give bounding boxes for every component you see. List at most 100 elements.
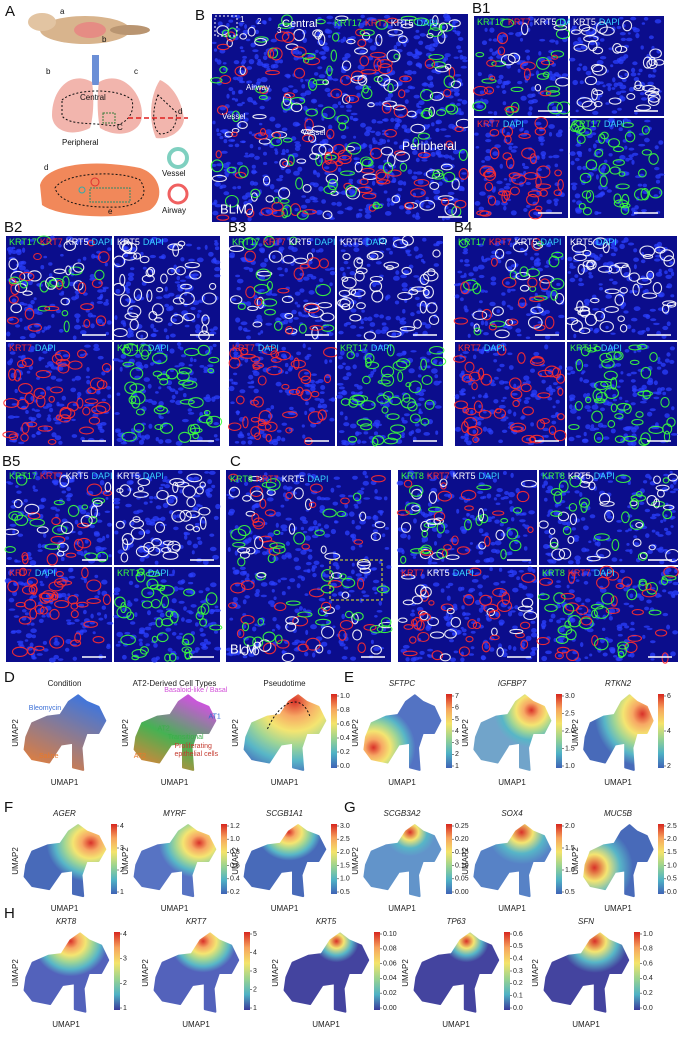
nucleus	[523, 399, 530, 404]
stained-cell	[646, 58, 658, 70]
box-c	[102, 112, 116, 124]
nucleus	[98, 617, 104, 621]
nucleus	[50, 375, 57, 380]
nucleus	[256, 314, 262, 320]
nucleus	[348, 494, 354, 498]
nucleus	[128, 360, 132, 366]
nucleus	[419, 33, 426, 37]
nucleus	[633, 248, 638, 253]
nucleus	[447, 209, 455, 214]
stained-cell	[458, 168, 469, 180]
nucleus	[461, 392, 466, 396]
airway-dot	[90, 177, 100, 187]
nucleus	[353, 247, 360, 253]
nucleus	[567, 256, 573, 262]
image-annotation: 1	[240, 15, 245, 24]
nucleus	[528, 510, 535, 515]
nucleus	[30, 628, 37, 633]
nucleus	[138, 439, 145, 445]
nucleus	[586, 409, 592, 412]
nucleus	[259, 248, 265, 254]
nucleus	[144, 434, 151, 440]
nucleus	[463, 247, 468, 253]
stained-cell	[289, 203, 301, 217]
nucleus	[198, 590, 204, 594]
stained-cell	[553, 189, 563, 197]
stained-cell	[501, 125, 514, 138]
stained-cell	[259, 128, 267, 136]
nucleus	[482, 426, 488, 432]
nucleus	[205, 587, 210, 592]
nucleus	[339, 411, 344, 416]
nucleus	[524, 397, 531, 400]
nucleus	[515, 32, 522, 37]
nucleus	[435, 146, 440, 150]
nucleus	[628, 87, 635, 92]
nucleus	[25, 410, 29, 414]
nucleus	[285, 541, 290, 546]
nucleus	[404, 89, 410, 93]
nucleus	[38, 356, 42, 362]
nucleus	[226, 93, 230, 99]
nucleus	[548, 132, 553, 137]
nucleus	[400, 533, 407, 539]
stained-cell	[491, 60, 507, 67]
nucleus	[444, 18, 451, 22]
nucleus	[251, 170, 258, 174]
nucleus	[418, 40, 424, 45]
nucleus	[252, 49, 259, 53]
nucleus	[127, 276, 134, 282]
nucleus	[483, 332, 489, 336]
nucleus	[505, 183, 511, 186]
nucleus	[544, 309, 550, 314]
nucleus	[68, 622, 76, 625]
nucleus	[280, 531, 284, 536]
nucleus	[396, 352, 403, 357]
nucleus	[20, 260, 27, 265]
stained-cell	[375, 19, 389, 30]
nucleus	[288, 85, 294, 88]
nucleus	[522, 162, 526, 167]
stained-cell	[291, 46, 307, 58]
stain-word: KRT5	[66, 237, 89, 247]
nucleus	[285, 517, 292, 521]
stained-cell	[535, 176, 542, 187]
nucleus	[226, 23, 230, 28]
nucleus	[425, 401, 433, 406]
stained-cell	[534, 205, 543, 212]
nucleus	[456, 45, 462, 50]
nucleus	[606, 83, 612, 87]
nucleus	[188, 611, 194, 615]
nucleus	[294, 301, 298, 305]
nucleus	[615, 91, 622, 96]
stained-cell	[440, 163, 453, 171]
nucleus	[619, 243, 625, 250]
nucleus	[55, 378, 63, 382]
nucleus	[366, 17, 374, 21]
lobe-d-outline	[54, 173, 145, 208]
nucleus	[254, 155, 260, 160]
nucleus	[457, 107, 462, 113]
nucleus	[648, 73, 652, 78]
stained-cell	[250, 188, 261, 199]
nucleus	[279, 59, 283, 64]
micrograph	[3, 470, 113, 566]
stained-cell	[642, 56, 653, 69]
nucleus	[228, 144, 234, 148]
nucleus	[355, 431, 360, 437]
nucleus	[575, 208, 582, 214]
micrograph	[337, 234, 444, 341]
nucleus	[24, 639, 29, 642]
stained-cell	[413, 178, 430, 187]
micrograph	[210, 13, 472, 222]
nucleus	[634, 111, 638, 115]
nucleus	[326, 29, 333, 34]
nucleus	[214, 241, 219, 246]
stain-word: KRT5	[340, 237, 363, 247]
nucleus	[161, 254, 166, 260]
nucleus	[155, 656, 160, 660]
nucleus	[223, 139, 228, 144]
stained-cell	[330, 88, 343, 99]
nucleus	[299, 288, 305, 293]
